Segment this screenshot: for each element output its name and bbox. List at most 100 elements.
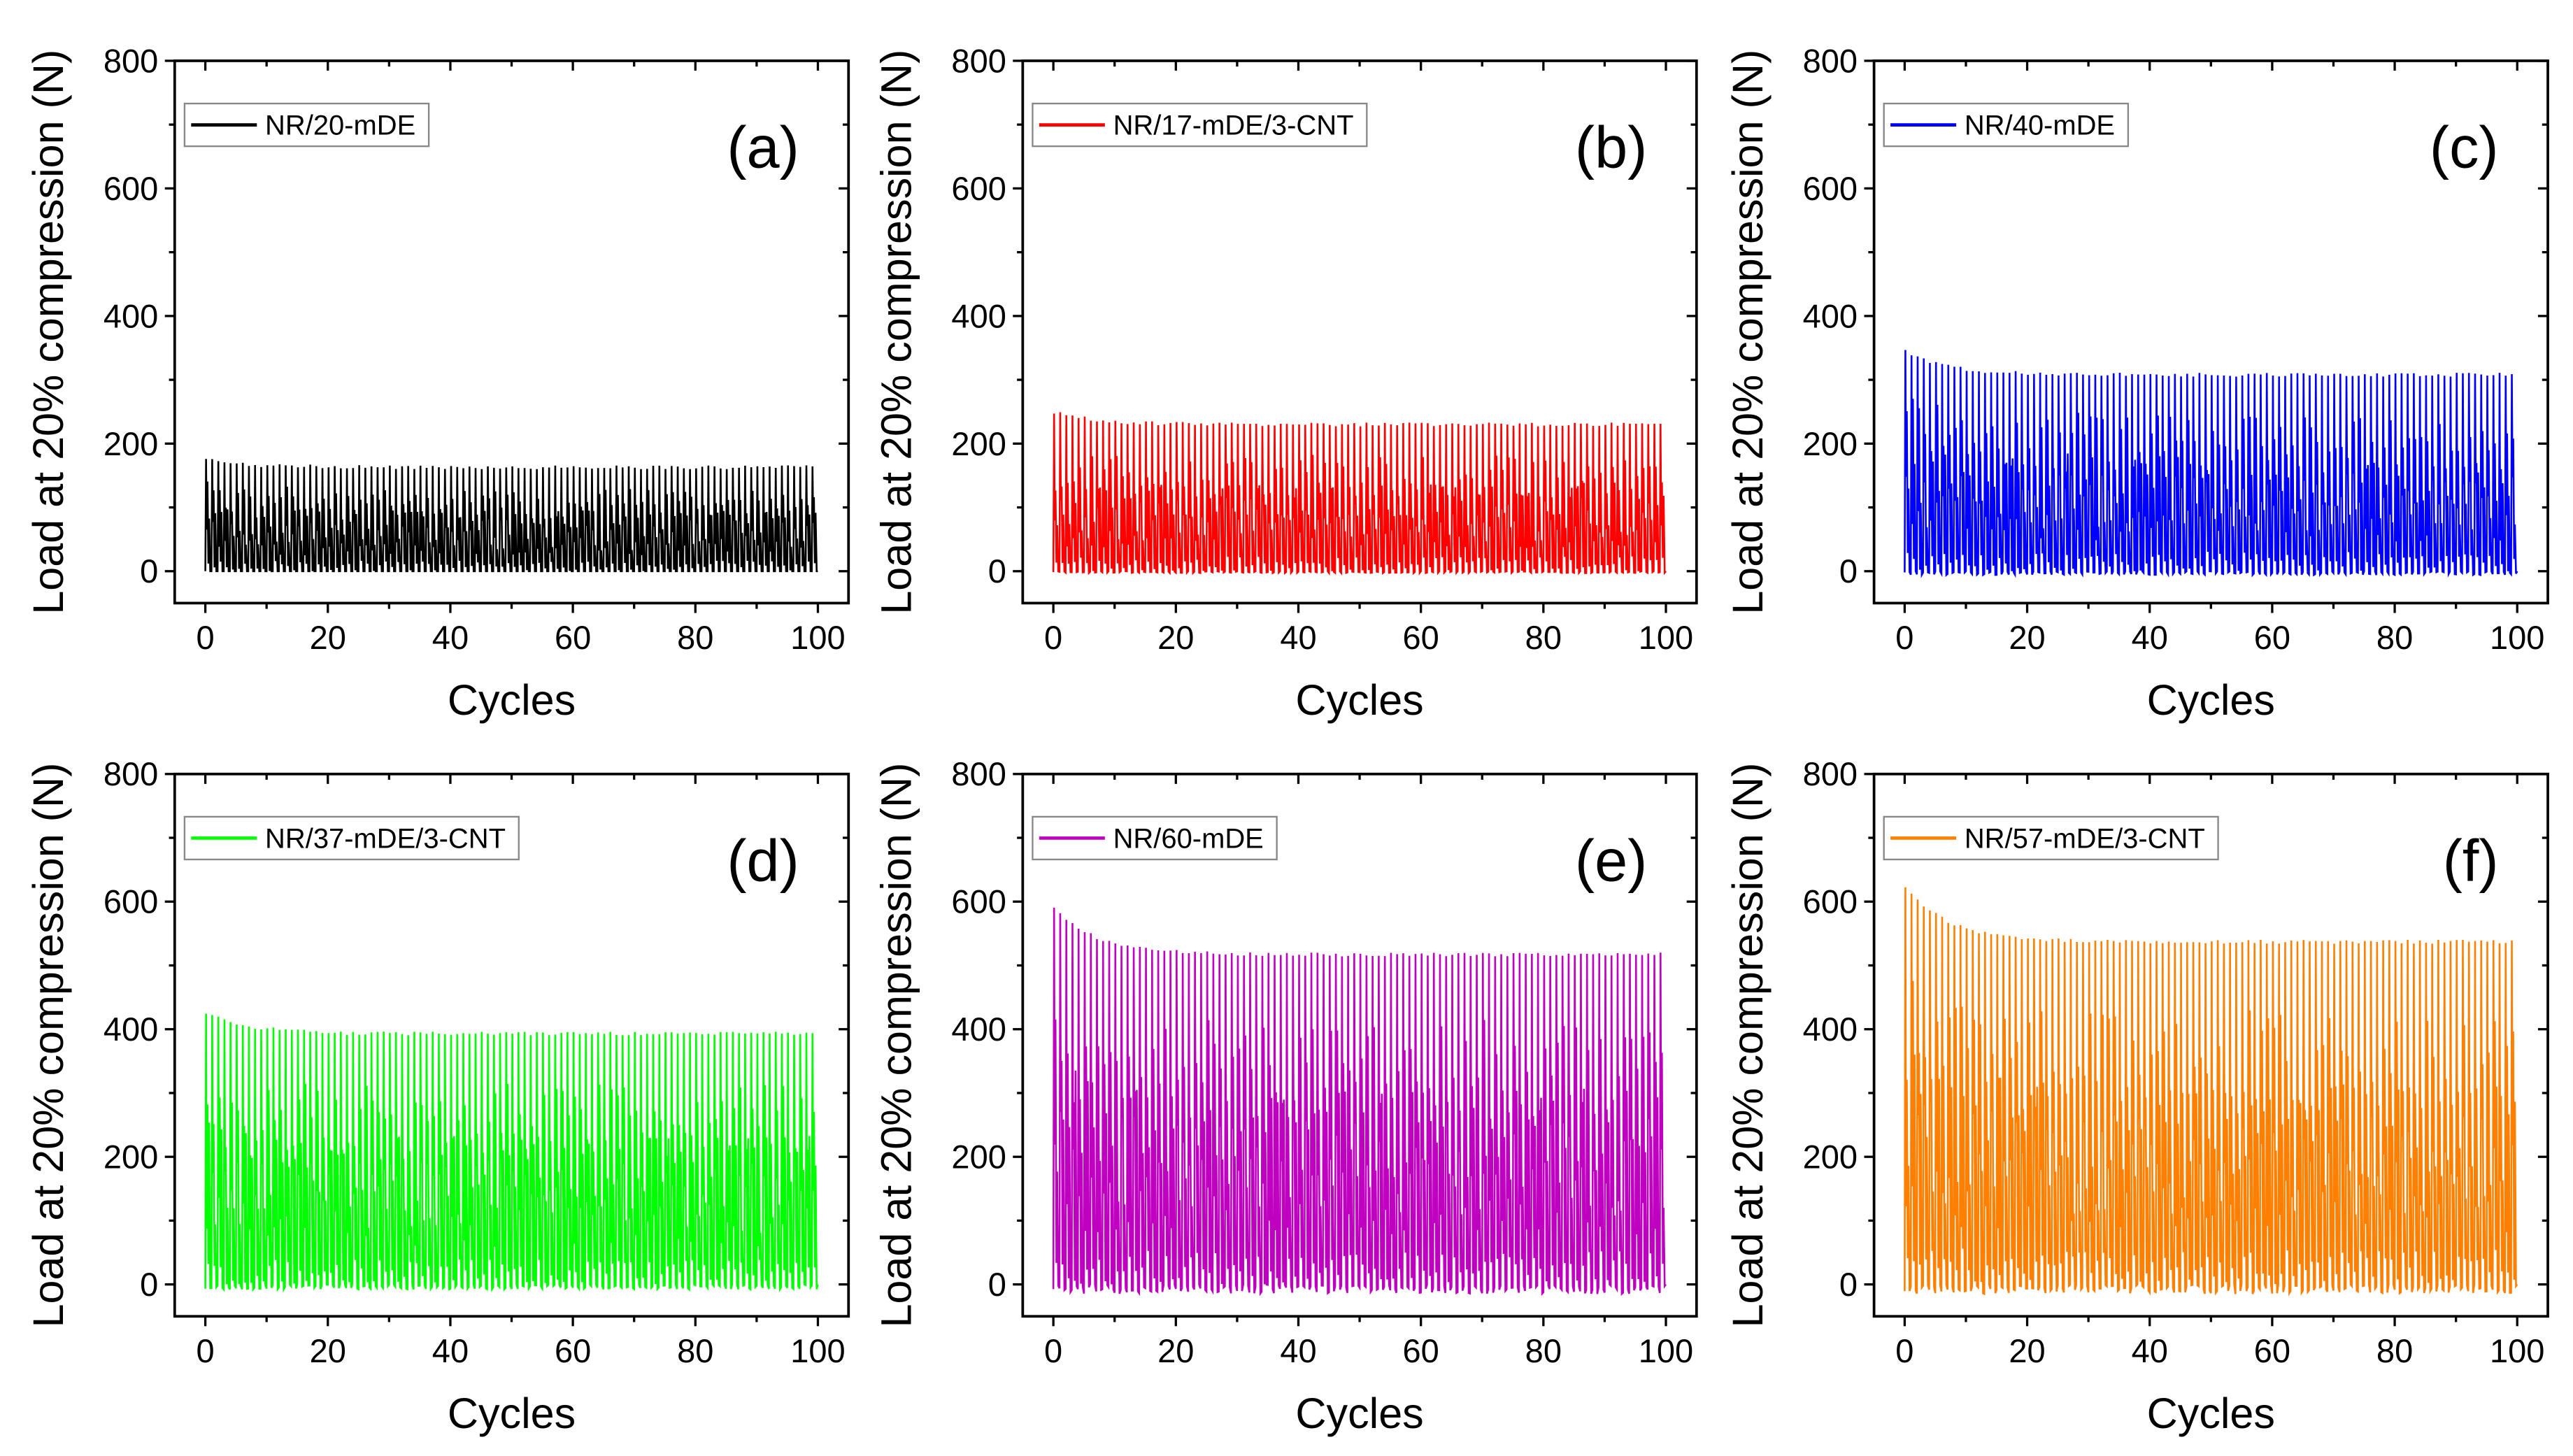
x-axis-label: Cycles [1295,1390,1423,1437]
chart-panel: 0 20 40 60 80 100 0 200 400 600 800 Cycles Load at 2… [1724,42,2549,724]
x-tick-label: 40 [1280,1332,1316,1369]
x-tick-label: 40 [2132,619,2168,656]
legend-label: NR/60-mDE [1113,824,1264,855]
x-tick-label: 20 [1157,619,1194,656]
chart-panel: 0 20 40 60 80 100 0 200 400 600 800 Cycles Load at 2… [873,755,1698,1437]
y-tick-label: 200 [1803,1139,1858,1176]
y-tick-label: 600 [1803,170,1858,207]
y-tick-label: 0 [988,1266,1006,1303]
x-tick-label: 100 [790,1332,845,1369]
y-axis-label: Load at 20% compression (N) [1724,50,1772,615]
chart-panel: 0 20 40 60 80 100 0 200 400 600 800 Cycles Load at 2… [873,42,1698,724]
y-tick-label: 400 [1803,1011,1858,1048]
data-series-line [1052,907,1667,1297]
x-tick-label: 0 [1895,1332,1913,1369]
chart-panel: 0 20 40 60 80 100 0 200 400 600 800 Cycles Load at 2… [24,755,850,1437]
x-tick-label: 80 [677,1332,713,1369]
legend: NR/20-mDE [183,102,430,148]
legend-box [1032,102,1368,148]
x-tick-label: 40 [432,619,469,656]
y-tick-label: 200 [1803,425,1858,462]
x-tick-label: 60 [1403,1332,1439,1369]
legend-box [1883,102,2130,148]
x-tick-label: 80 [1525,1332,1562,1369]
panel-label: (c) [2430,114,2499,180]
x-tick-label: 20 [2009,1332,2045,1369]
x-axis-label: Cycles [448,676,576,724]
y-tick-label: 400 [951,297,1006,334]
x-tick-label: 100 [1639,1332,1693,1369]
y-tick-label: 600 [1803,883,1858,920]
legend-label: NR/40-mDE [1965,110,2115,141]
data-series-line [1052,412,1667,576]
x-tick-label: 20 [1157,1332,1194,1369]
data-series-line [1904,887,2518,1297]
y-tick-label: 400 [104,1011,158,1048]
y-tick-label: 200 [104,1139,158,1176]
x-tick-label: 20 [2009,619,2045,656]
data-series-line [204,459,818,573]
y-axis-label: Load at 20% compression (N) [873,763,920,1328]
chart-panel: 0 20 40 60 80 100 0 200 400 600 800 Cycles Load at 2… [24,42,850,724]
x-axis-label: Cycles [448,1390,576,1437]
x-tick-label: 80 [2376,619,2413,656]
panel-label: (f) [2443,827,2499,894]
y-tick-label: 200 [951,425,1006,462]
x-tick-label: 80 [1525,619,1562,656]
x-tick-label: 0 [197,1332,215,1369]
y-tick-label: 0 [140,1266,158,1303]
legend: NR/40-mDE [1883,102,2130,148]
x-tick-label: 40 [2132,1332,2168,1369]
legend-label: NR/57-mDE/3-CNT [1965,824,2205,855]
legend: NR/60-mDE [1032,815,1278,861]
y-tick-label: 0 [1839,1266,1858,1303]
x-tick-label: 60 [555,1332,591,1369]
panel-label: (d) [727,827,799,894]
y-tick-label: 600 [951,883,1006,920]
data-series-line [1904,350,2518,578]
x-tick-label: 40 [432,1332,469,1369]
y-tick-label: 800 [104,755,158,792]
y-axis-label: Load at 20% compression (N) [24,763,72,1328]
y-tick-label: 0 [988,552,1006,590]
legend: NR/37-mDE/3-CNT [183,815,520,861]
y-tick-label: 200 [951,1139,1006,1176]
panel-label: (a) [727,114,799,180]
y-tick-label: 400 [104,297,158,334]
y-tick-label: 800 [104,42,158,79]
chart-panel: 0 20 40 60 80 100 0 200 400 600 800 Cycles Load at 2… [1724,755,2549,1437]
y-tick-label: 400 [951,1011,1006,1048]
x-tick-label: 20 [310,1332,346,1369]
legend-label: NR/37-mDE/3-CNT [265,824,506,855]
x-tick-label: 0 [1044,1332,1062,1369]
x-tick-label: 40 [1280,619,1316,656]
y-tick-label: 800 [951,42,1006,79]
x-axis-label: Cycles [2147,676,2275,724]
legend-label: NR/17-mDE/3-CNT [1113,110,1354,141]
data-series-line [204,1013,819,1293]
panel-label: (e) [1575,827,1647,894]
y-tick-label: 800 [1803,42,1858,79]
y-tick-label: 800 [951,755,1006,792]
y-tick-label: 0 [1839,552,1858,590]
y-axis-label: Load at 20% compression (N) [1724,763,1772,1328]
y-tick-label: 200 [104,425,158,462]
x-tick-label: 100 [790,619,845,656]
panel-label: (b) [1575,114,1647,180]
x-tick-label: 80 [2376,1332,2413,1369]
x-tick-label: 100 [2490,619,2544,656]
x-tick-label: 0 [1895,619,1913,656]
x-tick-label: 60 [1403,619,1439,656]
x-tick-label: 0 [1044,619,1062,656]
x-tick-label: 20 [310,619,346,656]
legend-label: NR/20-mDE [265,110,415,141]
y-axis-label: Load at 20% compression (N) [24,50,72,615]
x-axis-label: Cycles [1295,676,1423,724]
y-tick-label: 0 [140,552,158,590]
x-tick-label: 60 [555,619,591,656]
legend: NR/17-mDE/3-CNT [1032,102,1368,148]
y-tick-label: 600 [104,170,158,207]
legend: NR/57-mDE/3-CNT [1883,815,2219,861]
y-tick-label: 600 [104,883,158,920]
